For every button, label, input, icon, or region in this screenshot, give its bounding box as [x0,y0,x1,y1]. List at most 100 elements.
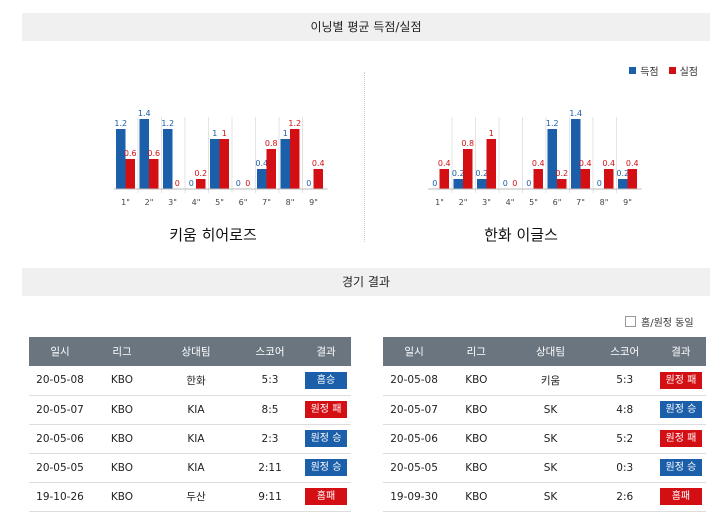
result-badge: 홈승 [305,371,347,389]
inning-section-title: 이닝별 평균 득점/실점 [22,13,710,41]
result-badge: 원정 승 [659,401,702,418]
cell-result: 원정 패 [301,395,351,425]
bar-value-label: 0.2 [194,169,207,178]
table-row[interactable]: 20-05-06 KBO SK 5:2 원정 패 [383,424,706,454]
bar-allowed [604,169,614,189]
cell-league: KBO [445,453,508,483]
results-table-left: 일시 리그 상대팀 스코어 결과 20-05-08 KBO 한화 5:3 홈승 20-05-07 K… [29,337,351,512]
cell-date: 20-05-05 [29,453,91,483]
bar-value-label: 0.2 [555,169,568,178]
chart-divider [364,72,365,242]
cell-opponent: 한화 [153,366,239,396]
bar-value-label: 0 [597,179,602,188]
cell-score: 8:5 [239,395,301,425]
cell-league: KBO [445,424,508,454]
team-name-left: 키움 히어로즈 [169,226,257,244]
table-row[interactable]: 20-05-08 KBO 한화 5:3 홈승 [29,366,351,396]
table-row[interactable]: 19-09-30 KBO SK 2:6 홈패 [383,482,706,512]
legend-item-score: 득점 [629,63,659,78]
cell-result: 홈승 [301,366,351,396]
cell-opponent: 키움 [507,366,594,396]
table-row[interactable]: 20-05-05 KBO KIA 2:11 원정 승 [29,453,351,483]
table-row[interactable]: 20-05-07 KBO KIA 8:5 원정 패 [29,395,351,425]
bar-value-label: 0 [526,179,531,188]
home-away-checkbox[interactable] [625,316,636,327]
cell-score: 5:3 [593,366,656,396]
column-header: 일시 [29,337,91,366]
bar-allowed [290,129,300,189]
cell-result: 원정 승 [301,453,351,483]
column-header: 스코어 [593,337,656,366]
bar-value-label: 0.6 [124,149,137,158]
results-table-right: 일시 리그 상대팀 스코어 결과 20-05-08 KBO 키움 5:3 원정 패 20-05-0… [383,337,706,512]
cell-league: KBO [91,366,153,396]
team-name-right: 한화 이글스 [484,226,558,244]
cell-date: 20-05-08 [29,366,91,396]
cell-date: 20-05-08 [383,366,446,396]
cell-date: 20-05-07 [29,395,91,425]
inning-chart-right-svg: 00.41"0.20.82"0.213"0 04"00.45"1.20.26"1.… [428,109,642,207]
bar-score [116,129,126,189]
column-header: 리그 [91,337,153,366]
bar-allowed [149,159,159,189]
bar-value-label: 0.4 [255,159,268,168]
bar-score [571,119,581,189]
result-badge: 원정 패 [305,401,347,418]
column-header: 상대팀 [507,337,594,366]
inning-tick-label: 6" [553,198,562,207]
legend-item-allowed: 실점 [668,63,698,78]
table-row[interactable]: 20-05-07 KBO SK 4:8 원정 승 [383,395,706,425]
inning-tick-label: 8" [600,198,609,207]
inning-tick-label: 6" [239,198,248,207]
bar-score [257,169,267,189]
bar-value-label: 0.2 [452,169,465,178]
table-row[interactable]: 20-05-08 KBO 키움 5:3 원정 패 [383,366,706,396]
bar-value-label: 0.8 [265,139,278,148]
bar-score [618,179,628,189]
inning-tick-label: 4" [506,198,515,207]
bar-value-label: 1 [212,129,217,138]
inning-chart-right: 0 0.4 1" 0.2 0.8 2" 0.2 1 3" 0 0 4" 0 0.4 5" 1.2 0.2 6" 1.… [420,100,642,212]
legend-label-score: 득점 [640,67,659,78]
inning-tick-label: 5" [529,198,538,207]
bar-allowed [557,179,567,189]
results-section-title: 경기 결과 [22,268,710,296]
cell-result: 원정 패 [655,366,706,396]
bar-value-label: 0 [432,179,437,188]
cell-score: 5:2 [593,424,656,454]
cell-score: 0:3 [593,453,656,483]
bar-value-label: 0.4 [579,159,592,168]
table-row[interactable]: 20-05-05 KBO SK 0:3 원정 승 [383,453,706,483]
cell-result: 원정 승 [655,395,706,425]
bar-allowed [196,179,206,189]
inning-tick-label: 9" [309,198,318,207]
bar-value-label: 0 [245,179,250,188]
inning-tick-label: 3" [168,198,177,207]
column-header: 리그 [445,337,508,366]
home-away-filter[interactable]: 홈/원정 동일 [625,314,694,329]
column-header: 결과 [301,337,351,366]
result-badge: 원정 패 [659,371,702,389]
cell-opponent: 두산 [153,482,239,512]
table-header-row: 일시 리그 상대팀 스코어 결과 [29,337,351,366]
chart-legend: 득점 실점 [629,63,698,78]
bar-allowed [463,149,473,189]
bar-value-label: 0.4 [312,159,325,168]
bar-value-label: 1.2 [288,119,301,128]
cell-date: 19-10-26 [29,482,91,512]
inning-tick-label: 1" [435,198,444,207]
legend-swatch-score [629,67,637,74]
bar-allowed [533,169,543,189]
bar-value-label: 1.4 [138,109,151,118]
result-badge: 원정 승 [305,459,347,476]
table-row[interactable]: 19-10-26 KBO 두산 9:11 홈패 [29,482,351,512]
cell-opponent: KIA [153,395,239,425]
home-away-filter-label: 홈/원정 동일 [641,318,694,329]
bar-value-label: 0.6 [147,149,160,158]
cell-date: 20-05-07 [383,395,446,425]
bar-value-label: 0.4 [438,159,451,168]
cell-opponent: SK [507,424,594,454]
cell-opponent: SK [507,395,594,425]
bar-value-label: 0.4 [532,159,545,168]
table-row[interactable]: 20-05-06 KBO KIA 2:3 원정 승 [29,424,351,454]
